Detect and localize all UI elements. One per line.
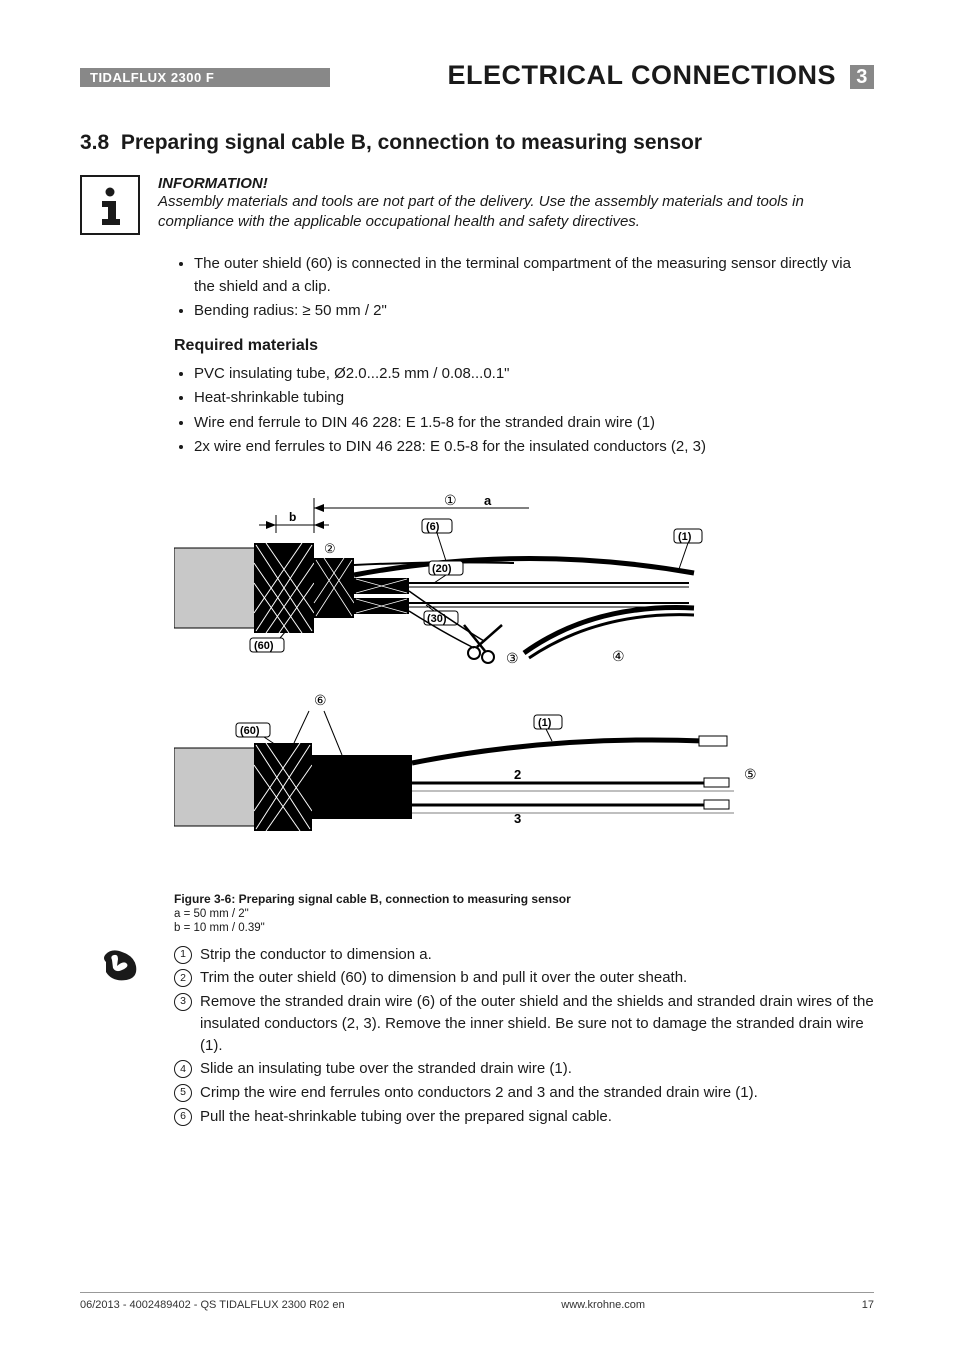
- figure-caption: Figure 3-6: Preparing signal cable B, co…: [174, 892, 874, 906]
- step-item: 4Slide an insulating tube over the stran…: [174, 1058, 874, 1080]
- figure-note-b: b = 10 mm / 0.39": [174, 922, 874, 934]
- product-bar: TIDALFLUX 2300 F: [80, 68, 330, 87]
- figure-note-a: a = 50 mm / 2": [174, 908, 874, 920]
- section-heading: 3.8 Preparing signal cable B, connection…: [80, 131, 874, 155]
- list-item: The outer shield (60) is connected in th…: [194, 253, 874, 298]
- dim-label-a: a: [484, 493, 492, 508]
- step-text: Slide an insulating tube over the strand…: [200, 1058, 572, 1080]
- step-item: 6Pull the heat-shrinkable tubing over th…: [174, 1106, 874, 1128]
- list-item: 2x wire end ferrules to DIN 46 228: E 0.…: [194, 436, 874, 459]
- callout-2: ②: [324, 541, 336, 556]
- list-item: PVC insulating tube, Ø2.0...2.5 mm / 0.0…: [194, 363, 874, 386]
- step-item: 3Remove the stranded drain wire (6) of t…: [174, 991, 874, 1056]
- footer-center: www.krohne.com: [561, 1299, 645, 1311]
- callout-4: ④: [612, 648, 625, 664]
- step-item: 2Trim the outer shield (60) to dimension…: [174, 967, 874, 989]
- step-text: Strip the conductor to dimension a.: [200, 944, 432, 966]
- chapter-number-badge: 3: [850, 65, 874, 89]
- callout-1: ①: [444, 492, 457, 508]
- chapter-title-text: ELECTRICAL CONNECTIONS: [447, 60, 836, 90]
- label-20: (20): [432, 563, 452, 575]
- dim-label-b: b: [289, 510, 296, 524]
- label-1-top: (1): [678, 531, 692, 543]
- step-text: Remove the stranded drain wire (6) of th…: [200, 991, 874, 1056]
- label-60-bottom: (60): [240, 725, 260, 737]
- footer-page-number: 17: [862, 1299, 874, 1311]
- label-conductor-2: 2: [514, 767, 521, 782]
- chapter-title: ELECTRICAL CONNECTIONS 3: [330, 60, 874, 91]
- callout-3: ③: [506, 650, 519, 666]
- steps-list: 1Strip the conductor to dimension a. 2Tr…: [174, 944, 874, 1130]
- footer-left: 06/2013 - 4002489402 - QS TIDALFLUX 2300…: [80, 1299, 345, 1311]
- section-title: Preparing signal cable B, connection to …: [121, 131, 702, 154]
- label-1-bottom: (1): [538, 717, 552, 729]
- information-icon: [80, 175, 140, 235]
- step-item: 5Crimp the wire end ferrules onto conduc…: [174, 1082, 874, 1104]
- step-text: Crimp the wire end ferrules onto conduct…: [200, 1082, 758, 1104]
- cable-diagram: a ① b ②: [174, 483, 774, 883]
- intro-bullet-list: The outer shield (60) is connected in th…: [174, 253, 874, 323]
- list-item: Bending radius: ≥ 50 mm / 2": [194, 300, 874, 323]
- step-item: 1Strip the conductor to dimension a.: [174, 944, 874, 966]
- list-item: Heat-shrinkable tubing: [194, 387, 874, 410]
- materials-bullet-list: PVC insulating tube, Ø2.0...2.5 mm / 0.0…: [174, 363, 874, 459]
- list-item: Wire end ferrule to DIN 46 228: E 1.5-8 …: [194, 412, 874, 435]
- information-body: Assembly materials and tools are not par…: [158, 192, 874, 233]
- section-number: 3.8: [80, 131, 109, 154]
- callout-5: ⑤: [744, 766, 757, 782]
- callout-6: ⑥: [314, 692, 327, 708]
- information-heading: INFORMATION!: [158, 175, 874, 192]
- label-6: (6): [426, 521, 440, 533]
- step-text: Pull the heat-shrinkable tubing over the…: [200, 1106, 612, 1128]
- materials-heading: Required materials: [174, 337, 874, 355]
- hand-icon: [100, 944, 156, 1130]
- label-60-top: (60): [254, 640, 274, 652]
- step-text: Trim the outer shield (60) to dimension …: [200, 967, 687, 989]
